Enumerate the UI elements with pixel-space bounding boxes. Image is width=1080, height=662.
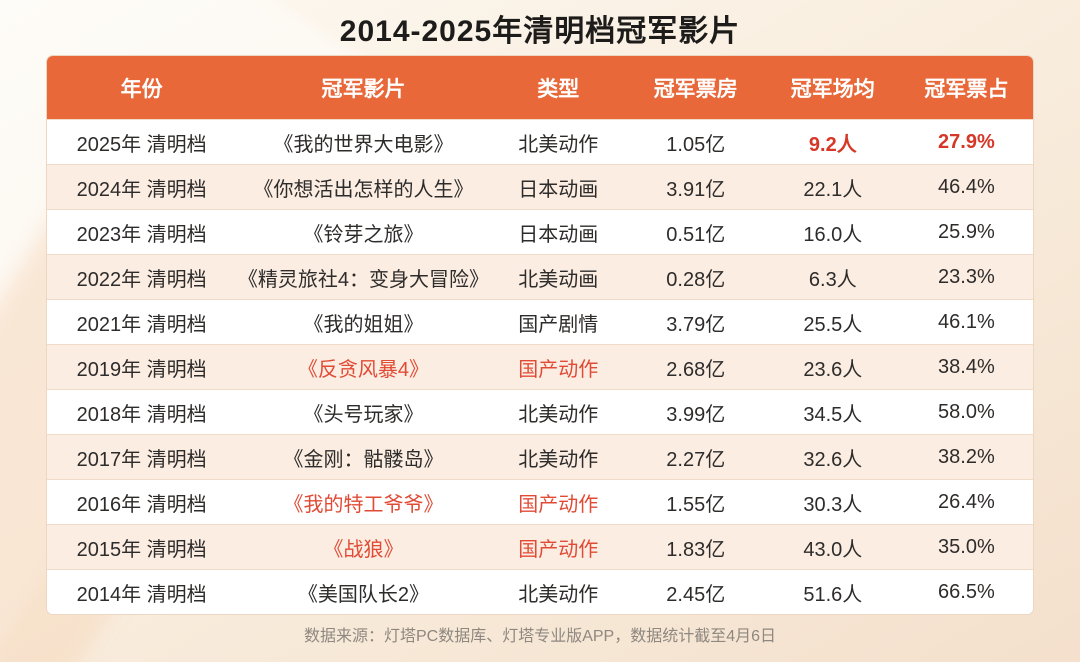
box-office-cell: 0.51亿 (666, 223, 726, 246)
type-header: 类型 (537, 77, 580, 101)
year-cell: 2025年 清明档 (76, 133, 207, 156)
avg-attendance-cell: 22.1人 (803, 178, 863, 201)
avg-attendance-cell: 25.5人 (803, 313, 863, 336)
genre-cell: 国产动作 (518, 493, 599, 516)
ticket-share-cell: 46.4% (938, 175, 995, 198)
film-title-cell: 《美国队长2》 (297, 583, 430, 606)
film-title-cell: 《我的姐姐》 (303, 313, 424, 336)
film-title-cell: 《我的世界大电影》 (273, 133, 454, 156)
year-cell: 2017年 清明档 (76, 448, 207, 471)
genre-cell: 日本动画 (518, 178, 599, 201)
ticket-share-cell: 23.3% (938, 265, 995, 288)
table-row: 2015年 清明档 《战狼》 国产动作 1.83亿 43.0人 35.0% (47, 524, 1033, 569)
film-header: 冠军影片 (321, 77, 406, 101)
data-source-note: 数据来源：灯塔PC数据库、灯塔专业版APP，数据统计截至4月6日 (303, 628, 777, 645)
year-cell: 2023年 清明档 (76, 223, 207, 246)
box-office-cell: 2.27亿 (666, 448, 726, 471)
ticket-share-cell: 46.1% (938, 310, 995, 333)
box-office-cell: 1.05亿 (666, 133, 726, 156)
table-row: 2018年 清明档 《头号玩家》 北美动作 3.99亿 34.5人 58.0% (47, 389, 1033, 434)
genre-cell: 北美动画 (518, 268, 599, 291)
film-title-cell: 《你想活出怎样的人生》 (253, 178, 474, 201)
champion-films-table: 年份 冠军影片 类型 冠军票房 冠军场均 冠军票占 2025年 清明档 《我的世界大电影》北… (46, 55, 1034, 615)
avg-attendance-cell: 43.0人 (803, 538, 863, 561)
page-title: 2014-2025年清明档冠军影片 (339, 15, 741, 48)
avg-attendance-cell: 9.2人 (808, 133, 857, 156)
genre-cell: 北美动作 (518, 448, 599, 471)
box-office-cell: 3.91亿 (666, 178, 726, 201)
genre-cell: 国产动作 (518, 538, 599, 561)
avg-attendance-cell: 32.6人 (803, 448, 863, 471)
avg-attendance-header: 冠军场均 (790, 77, 875, 101)
ticket-share-cell: 25.9% (938, 220, 995, 243)
avg-attendance-cell: 16.0人 (803, 223, 863, 246)
year-cell: 2019年 清明档 (76, 358, 207, 381)
table-row: 2017年 清明档 《金刚：骷髅岛》 北美动作 2.27亿 32.6人 38.2% (47, 434, 1033, 479)
ticket-share-cell: 35.0% (938, 535, 995, 558)
ticket-share-cell: 26.4% (938, 490, 995, 513)
ticket-share-cell: 38.4% (938, 355, 995, 378)
film-title-cell: 《反贪风暴4》 (297, 358, 430, 381)
genre-cell: 北美动作 (518, 133, 599, 156)
box-office-cell: 3.99亿 (666, 403, 726, 426)
table-row: 2014年 清明档 《美国队长2》 北美动作 2.45亿 51.6人 66.5% (47, 569, 1033, 614)
year-cell: 2024年 清明档 (76, 178, 207, 201)
table-row: 2025年 清明档 《我的世界大电影》 北美动作 1.05亿 9.2人 27.9% (47, 119, 1033, 164)
avg-attendance-cell: 6.3人 (808, 268, 857, 291)
film-title-cell: 《头号玩家》 (303, 403, 424, 426)
table-header-row: 年份 冠军影片 类型 冠军票房 冠军场均 冠军票占 (47, 56, 1033, 119)
ticket-share-header: 冠军票占 (924, 77, 1009, 101)
table-row: 2016年 清明档 《我的特工爷爷》 国产动作 1.55亿 30.3人 26.4% (47, 479, 1033, 524)
year-cell: 2014年 清明档 (76, 583, 207, 606)
year-cell: 2018年 清明档 (76, 403, 207, 426)
ticket-share-cell: 58.0% (938, 400, 995, 423)
table-row: 2021年 清明档 《我的姐姐》 国产剧情 3.79亿 25.5人 46.1% (47, 299, 1033, 344)
year-cell: 2022年 清明档 (76, 268, 207, 291)
genre-cell: 北美动作 (518, 403, 599, 426)
table-body: 2025年 清明档 《我的世界大电影》 北美动作 1.05亿 9.2人 27.9% 2024… (47, 119, 1033, 614)
box-office-cell: 1.55亿 (666, 493, 726, 516)
table-row: 2019年 清明档 《反贪风暴4》 国产动作 2.68亿 23.6人 38.4% (47, 344, 1033, 389)
box-office-cell: 1.83亿 (666, 538, 726, 561)
genre-cell: 北美动作 (518, 583, 599, 606)
ticket-share-cell: 27.9% (938, 130, 995, 153)
box-office-cell: 3.79亿 (666, 313, 726, 336)
genre-cell: 国产剧情 (518, 313, 599, 336)
film-title-cell: 《精灵旅社4：变身大冒险》 (237, 268, 490, 291)
film-title-cell: 《战狼》 (323, 538, 404, 561)
box-office-header: 冠军票房 (653, 77, 738, 101)
year-cell: 2021年 清明档 (76, 313, 207, 336)
avg-attendance-cell: 34.5人 (803, 403, 863, 426)
year-header: 年份 (120, 77, 163, 101)
box-office-cell: 0.28亿 (666, 268, 726, 291)
table-row: 2023年 清明档 《铃芽之旅》 日本动画 0.51亿 16.0人 25.9% (47, 209, 1033, 254)
year-cell: 2015年 清明档 (76, 538, 207, 561)
ticket-share-cell: 66.5% (938, 580, 995, 603)
avg-attendance-cell: 51.6人 (803, 583, 863, 606)
film-title-cell: 《金刚：骷髅岛》 (283, 448, 444, 471)
avg-attendance-cell: 30.3人 (803, 493, 863, 516)
film-title-cell: 《铃芽之旅》 (303, 223, 424, 246)
genre-cell: 国产动作 (518, 358, 599, 381)
box-office-cell: 2.68亿 (666, 358, 726, 381)
table-row: 2024年 清明档 《你想活出怎样的人生》 日本动画 3.91亿 22.1人 46.4% (47, 164, 1033, 209)
ticket-share-cell: 38.2% (938, 445, 995, 468)
genre-cell: 日本动画 (518, 223, 599, 246)
table-row: 2022年 清明档 《精灵旅社4：变身大冒险》 北美动画 0.28亿 6.3人 23.3% (47, 254, 1033, 299)
year-cell: 2016年 清明档 (76, 493, 207, 516)
avg-attendance-cell: 23.6人 (803, 358, 863, 381)
box-office-cell: 2.45亿 (666, 583, 726, 606)
film-title-cell: 《我的特工爷爷》 (283, 493, 444, 516)
